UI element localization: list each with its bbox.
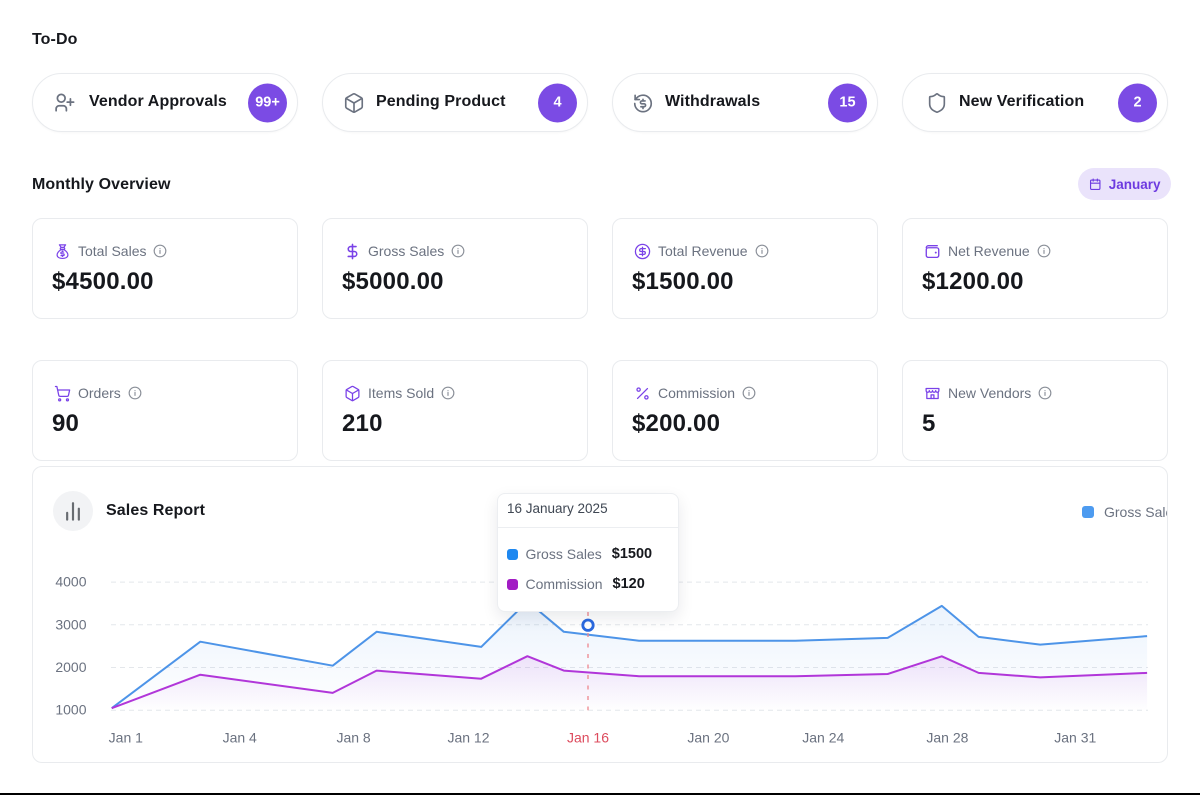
svg-text:Jan 8: Jan 8 bbox=[336, 730, 370, 746]
svg-text:2000: 2000 bbox=[55, 659, 86, 675]
svg-text:Jan 16: Jan 16 bbox=[567, 730, 609, 746]
svg-text:4000: 4000 bbox=[55, 574, 86, 590]
svg-text:Jan 31: Jan 31 bbox=[1054, 730, 1096, 746]
svg-text:3000: 3000 bbox=[55, 616, 86, 632]
svg-text:Jan 20: Jan 20 bbox=[687, 730, 729, 746]
svg-text:Jan 28: Jan 28 bbox=[926, 730, 968, 746]
svg-text:Jan 4: Jan 4 bbox=[223, 730, 257, 746]
svg-text:Jan 24: Jan 24 bbox=[802, 730, 844, 746]
svg-text:Jan 1: Jan 1 bbox=[109, 730, 143, 746]
svg-text:1000: 1000 bbox=[55, 702, 86, 718]
svg-text:Jan 12: Jan 12 bbox=[447, 730, 489, 746]
